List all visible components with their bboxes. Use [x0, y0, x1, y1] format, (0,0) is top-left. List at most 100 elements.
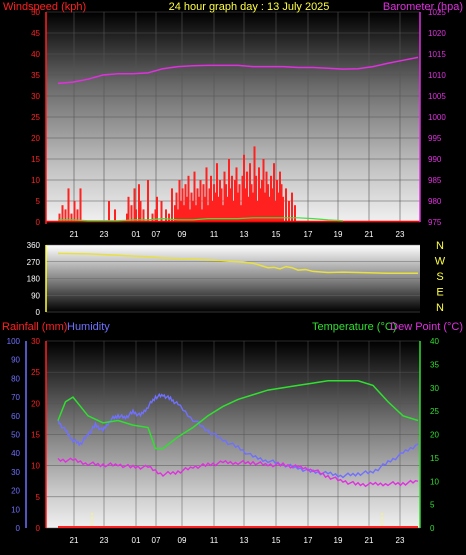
windspeed-bar: [238, 184, 241, 222]
humidity-tick: 80: [11, 374, 20, 383]
windspeed-bar: [264, 192, 266, 222]
temp-lines: [57, 379, 419, 528]
windspeed-bar: [250, 184, 253, 222]
windspeed-bar: [186, 196, 188, 222]
windspeed-bar: [243, 154, 245, 222]
compass-label: N: [436, 302, 444, 314]
windspeed-axis-label: Windspeed (kph): [3, 1, 86, 13]
compass-label: E: [436, 287, 443, 299]
windspeed-bar: [181, 188, 184, 222]
windspeed-bar: [208, 188, 211, 222]
windspeed-tick: 0: [36, 218, 41, 227]
humidity-tick: 50: [11, 431, 20, 440]
windspeed-bar: [189, 209, 191, 222]
windspeed-bar: [265, 171, 268, 222]
windspeed-bar: [268, 196, 271, 222]
wind-x-tick: 21: [70, 230, 79, 239]
temperature-tick: 20: [430, 431, 439, 440]
wind-lines: [46, 56, 420, 223]
windspeed-bar: [219, 180, 221, 222]
windspeed-bar: [127, 196, 130, 222]
temp-x-tick: 19: [334, 536, 343, 545]
barometer-tick: 1015: [428, 50, 446, 59]
temp-x-tick: 13: [240, 536, 249, 545]
wind-direction-line: [57, 252, 418, 275]
wind-x-tick: 11: [210, 230, 219, 239]
windspeed-bar: [210, 175, 212, 222]
barometer-tick: 995: [428, 134, 442, 143]
temperature-axis-label: Temperature (°C): [312, 321, 396, 333]
direction-axis: 0 90 180 270 360: [27, 241, 47, 317]
barometer-tick: 1020: [428, 29, 446, 38]
windspeed-bar: [67, 188, 70, 222]
temp-x-axis: 21 23 01 07 09 11 13 15 17 19 21 23: [70, 536, 405, 545]
windspeed-bar: [205, 167, 208, 222]
temp-x-tick: 09: [178, 536, 187, 545]
windspeed-bar: [142, 209, 145, 222]
windspeed-bar: [195, 205, 197, 222]
wind-x-tick: 01: [132, 230, 141, 239]
barometer-tick: 975: [428, 218, 442, 227]
windspeed-tick: 5: [36, 197, 41, 206]
direction-tick: 180: [27, 275, 41, 284]
windspeed-bar: [138, 184, 140, 222]
wind-x-tick: 23: [396, 230, 405, 239]
windspeed-bar: [154, 209, 157, 222]
humidity-tick: 60: [11, 412, 20, 421]
windspeed-bar: [130, 205, 133, 222]
temp-x-tick: 21: [70, 536, 79, 545]
windspeed-bar: [228, 159, 230, 222]
windspeed-bar: [226, 196, 229, 222]
barometer-axis: 975 980 985 990 995 1000 1005 1010 1015 1020 1025: [419, 8, 446, 227]
windspeed-bar: [231, 175, 233, 222]
windspeed-bar: [160, 201, 163, 222]
humidity-tick: 10: [11, 505, 20, 514]
dewpoint-axis-label: Dew Point (°C): [390, 321, 463, 333]
temperature-tick: 15: [430, 454, 439, 463]
windspeed-bar: [240, 205, 242, 222]
temperature-tick: 40: [430, 337, 439, 346]
windspeed-bar: [220, 188, 223, 222]
windspeed-tick: 15: [31, 155, 40, 164]
windspeed-tick: 40: [31, 50, 40, 59]
compass-label: W: [435, 256, 446, 268]
chart-title: 24 hour graph day : 13 July 2025: [169, 1, 330, 13]
direction-tick: 0: [36, 308, 41, 317]
barometer-tick: 985: [428, 176, 442, 185]
temperature-line: [57, 379, 419, 450]
windspeed-bar: [207, 205, 209, 222]
windspeed-bar: [201, 209, 203, 222]
windspeed-bar: [229, 188, 232, 222]
windspeed-bar: [190, 192, 193, 222]
windspeed-bar: [253, 146, 256, 222]
windspeed-tick: 30: [31, 92, 40, 101]
rainfall-tick: 25: [31, 368, 40, 377]
wind-x-tick: 19: [334, 230, 343, 239]
windspeed-bar: [70, 213, 73, 222]
temperature-axis: 0 5 10 15 20 25 30 35 40: [419, 337, 439, 533]
barometer-tick: 990: [428, 155, 442, 164]
windspeed-bar: [156, 196, 158, 222]
windspeed-bar: [202, 184, 205, 222]
windspeed-bar: [183, 205, 185, 222]
windspeed-bar: [199, 180, 202, 222]
windspeed-bar: [204, 196, 206, 222]
windspeed-bar: [282, 196, 284, 222]
windspeed-bar: [277, 192, 280, 222]
barometer-tick: 1010: [428, 71, 446, 80]
temp-x-tick: 23: [100, 536, 109, 545]
direction-tick: 90: [31, 291, 40, 300]
humidity-tick: 70: [11, 393, 20, 402]
windspeed-bar: [126, 213, 128, 222]
barometer-axis-label: Barometer (hpa): [383, 1, 463, 13]
barometer-tick: 1005: [428, 92, 446, 101]
temperature-tick: 35: [430, 360, 439, 369]
barometer-tick: 980: [428, 197, 442, 206]
windspeed-bar: [241, 175, 244, 222]
gust-line: [58, 217, 344, 222]
windspeed-bar: [114, 209, 116, 222]
rainfall-tick: 5: [36, 493, 41, 502]
windspeed-bar: [61, 205, 64, 222]
